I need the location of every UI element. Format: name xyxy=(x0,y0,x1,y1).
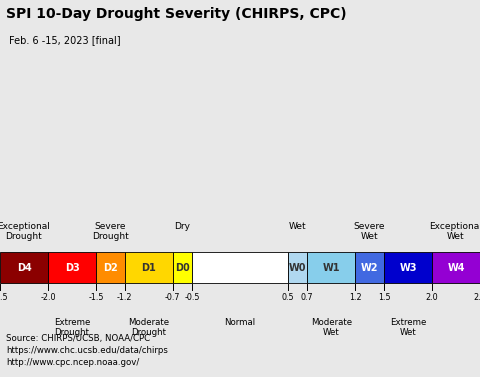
Text: Extreme
Drought: Extreme Drought xyxy=(54,317,90,337)
Text: -1.5: -1.5 xyxy=(88,293,104,302)
Text: Feb. 6 -15, 2023 [final]: Feb. 6 -15, 2023 [final] xyxy=(9,35,120,46)
Text: -2.5: -2.5 xyxy=(0,293,8,302)
Text: W3: W3 xyxy=(399,263,417,273)
Text: Wet: Wet xyxy=(289,222,306,231)
Text: W2: W2 xyxy=(361,263,378,273)
Text: Normal: Normal xyxy=(225,317,255,326)
Text: Moderate
Drought: Moderate Drought xyxy=(128,317,169,337)
Text: -1.2: -1.2 xyxy=(117,293,132,302)
Text: W4: W4 xyxy=(447,263,465,273)
Text: 2.0: 2.0 xyxy=(426,293,438,302)
Bar xyxy=(307,253,355,283)
Text: Moderate
Wet: Moderate Wet xyxy=(311,317,352,337)
Text: D0: D0 xyxy=(175,263,190,273)
Text: -0.7: -0.7 xyxy=(165,293,180,302)
Bar xyxy=(96,253,125,283)
Text: Exceptional
Wet: Exceptional Wet xyxy=(430,222,480,241)
Bar xyxy=(173,253,192,283)
Bar xyxy=(125,253,173,283)
Bar xyxy=(288,253,307,283)
Text: 0.7: 0.7 xyxy=(301,293,313,302)
Text: W0: W0 xyxy=(289,263,306,273)
Text: W1: W1 xyxy=(323,263,340,273)
Bar xyxy=(432,253,480,283)
Text: 0.5: 0.5 xyxy=(282,293,294,302)
Text: -2.0: -2.0 xyxy=(40,293,56,302)
Text: -0.5: -0.5 xyxy=(184,293,200,302)
Text: Severe
Drought: Severe Drought xyxy=(92,222,129,241)
Text: SPI 10-Day Drought Severity (CHIRPS, CPC): SPI 10-Day Drought Severity (CHIRPS, CPC… xyxy=(6,7,347,21)
Bar xyxy=(384,253,432,283)
Text: Dry: Dry xyxy=(174,222,191,231)
Bar xyxy=(48,253,96,283)
Text: D1: D1 xyxy=(142,263,156,273)
Text: D2: D2 xyxy=(103,263,118,273)
Text: Severe
Wet: Severe Wet xyxy=(354,222,385,241)
Bar xyxy=(0,253,48,283)
Text: D4: D4 xyxy=(17,263,31,273)
Text: 1.2: 1.2 xyxy=(349,293,361,302)
Text: Extreme
Wet: Extreme Wet xyxy=(390,317,426,337)
Text: Exceptional
Drought: Exceptional Drought xyxy=(0,222,50,241)
Text: D3: D3 xyxy=(65,263,79,273)
Bar xyxy=(355,253,384,283)
Text: 2.5: 2.5 xyxy=(474,293,480,302)
Text: 1.5: 1.5 xyxy=(378,293,390,302)
Bar xyxy=(192,253,288,283)
Text: Source: CHIRPS/UCSB, NOAA/CPC
https://www.chc.ucsb.edu/data/chirps
http://www.cp: Source: CHIRPS/UCSB, NOAA/CPC https://ww… xyxy=(6,334,168,367)
